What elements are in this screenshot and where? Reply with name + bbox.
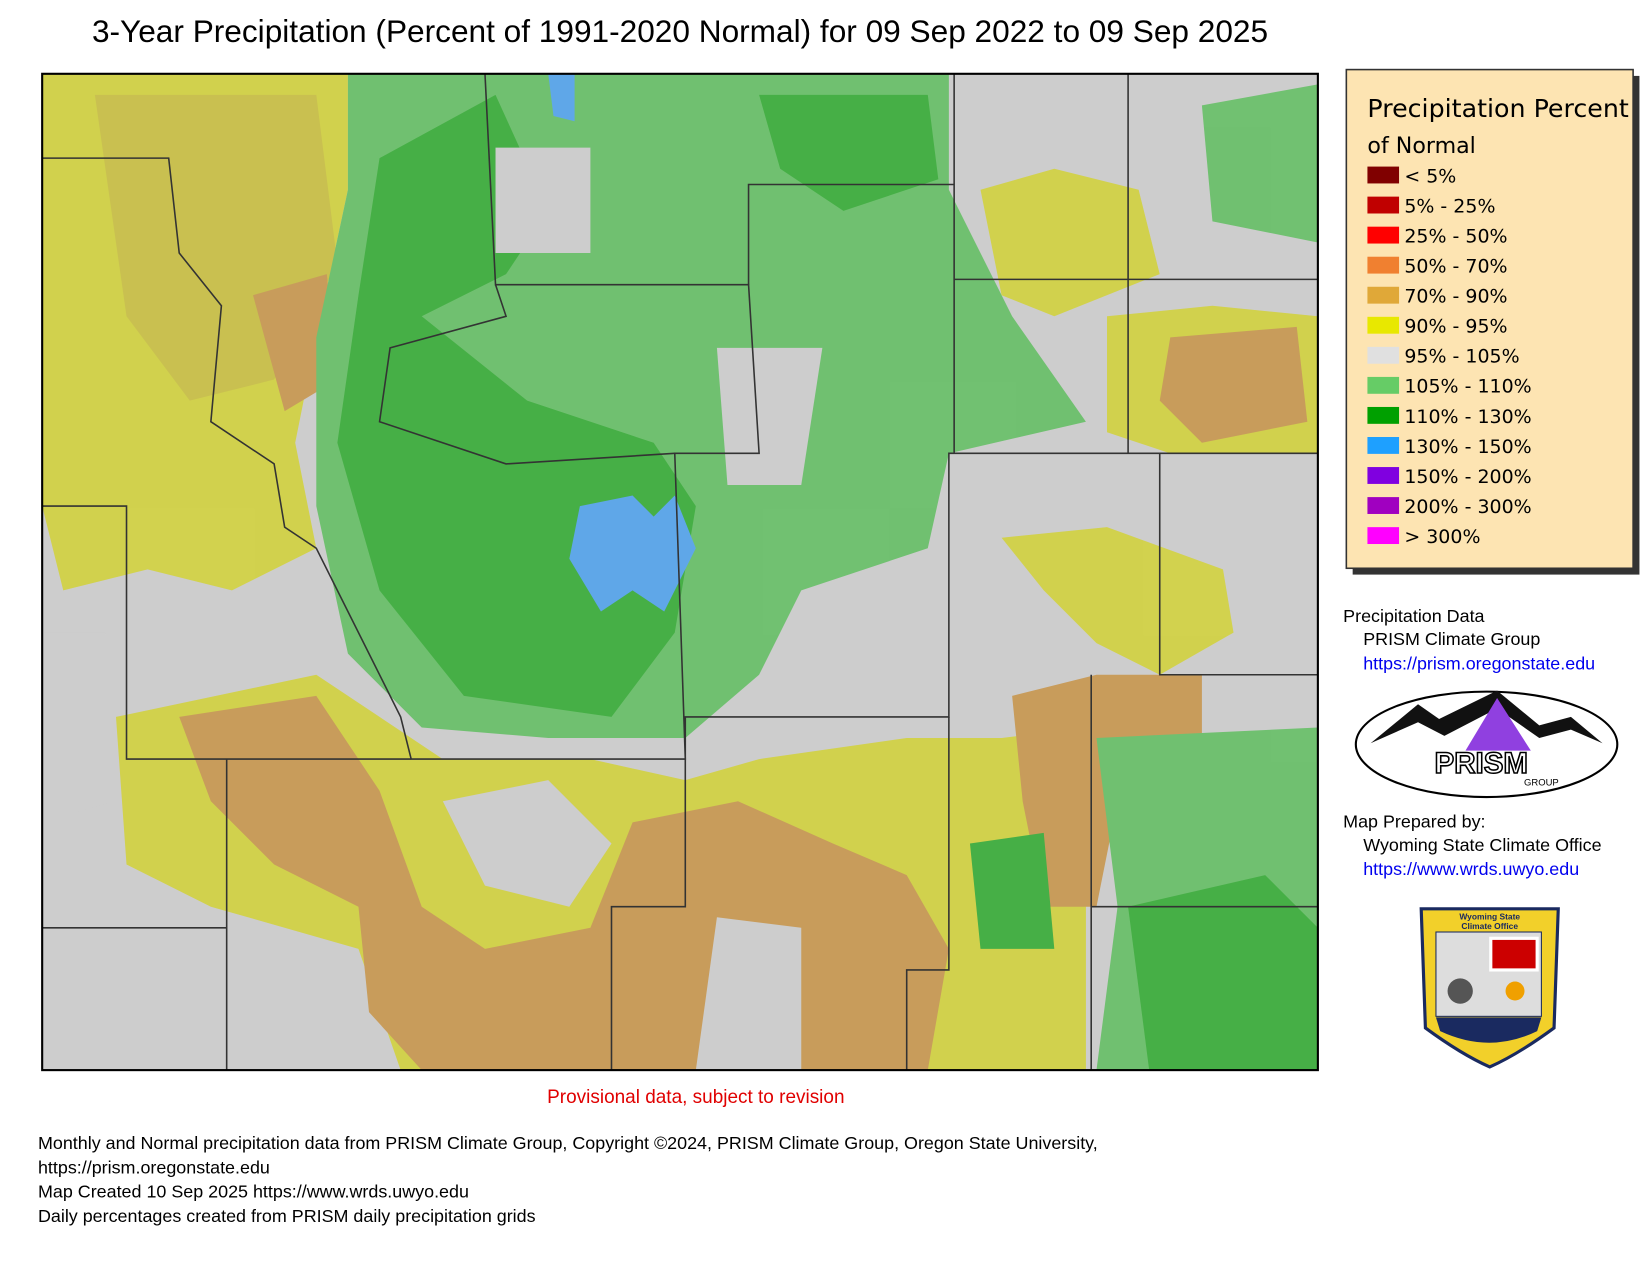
patch <box>548 73 575 122</box>
legend-swatch <box>1367 497 1400 514</box>
precip-patches <box>42 73 1318 1071</box>
legend-label: 130% - 150% <box>1404 436 1531 458</box>
legend-swatch <box>1367 316 1400 334</box>
patch <box>969 832 1055 949</box>
legend-swatch <box>1367 286 1400 304</box>
patch <box>1201 84 1318 243</box>
patch <box>495 147 591 254</box>
footer-line: Monthly and Normal precipitation data fr… <box>38 1133 1098 1153</box>
boundary <box>42 505 412 1071</box>
map <box>41 72 1319 1072</box>
legend-label: > 300% <box>1404 526 1480 548</box>
legend-label: < 5% <box>1404 165 1456 187</box>
logo-text: Climate Office <box>1461 921 1518 931</box>
logo-flag <box>1489 936 1539 972</box>
legend-label: 95% - 105% <box>1404 346 1519 368</box>
logo-moon <box>1447 978 1473 1004</box>
credits: Precipitation Data PRISM Climate Group h… <box>1343 606 1619 1069</box>
credit-heading: Precipitation Data <box>1343 606 1484 626</box>
legend-swatch <box>1367 376 1400 394</box>
logo-band <box>1435 1017 1542 1043</box>
legend-label: 5% - 25% <box>1404 195 1495 217</box>
legend-label: 105% - 110% <box>1404 376 1531 398</box>
county-boundaries <box>42 73 1318 1071</box>
footer-line: https://prism.oregonstate.edu <box>38 1157 270 1177</box>
logo-spectrum <box>1465 697 1531 751</box>
patch <box>695 917 802 1071</box>
boundary <box>42 157 1318 760</box>
legend-items: < 5% 5% - 25% 25% - 50% 50% - 70% 70% - 90% 9… <box>1367 165 1532 548</box>
legend-title: of Normal <box>1367 133 1475 159</box>
legend-swatch <box>1367 467 1400 484</box>
credit-source: PRISM Climate Group <box>1363 629 1540 649</box>
content: 3-Year Precipitation (Percent of 1991-20… <box>38 13 1640 1226</box>
legend-title: Precipitation Percent <box>1367 94 1628 123</box>
legend-label: 110% - 130% <box>1404 406 1531 428</box>
patch <box>759 94 939 211</box>
legend-label: 25% - 50% <box>1404 225 1507 247</box>
logo-mountains <box>1370 690 1603 744</box>
legend-swatch <box>1367 196 1400 214</box>
credit-link[interactable]: https://prism.oregonstate.edu <box>1363 653 1595 673</box>
patch <box>442 780 612 907</box>
patch <box>1128 875 1318 1071</box>
footer-line: Daily percentages created from PRISM dai… <box>38 1206 536 1226</box>
legend-swatch <box>1367 166 1400 184</box>
legend-swatch <box>1367 527 1400 545</box>
provisional-note: Provisional data, subject to revision <box>547 1087 844 1108</box>
map-frame <box>41 72 1319 1072</box>
legend-swatch <box>1367 256 1400 274</box>
boundary <box>1090 453 1318 1071</box>
boundary <box>747 73 955 454</box>
wsco-logo: Wyoming State Climate Office <box>1419 907 1560 1069</box>
patch <box>569 495 696 612</box>
boundary <box>954 73 1318 454</box>
prism-logo: PRISM GROUP <box>1354 690 1619 799</box>
legend-label: 90% - 95% <box>1404 316 1507 338</box>
footer-line: Map Created 10 Sep 2025 https://www.wrds… <box>38 1182 469 1202</box>
patch <box>1159 326 1308 443</box>
legend-label: 70% - 90% <box>1404 286 1507 308</box>
legend-swatch <box>1367 437 1400 454</box>
patch <box>42 632 116 823</box>
footer: Monthly and Normal precipitation data fr… <box>38 1133 1098 1226</box>
map-title: 3-Year Precipitation (Percent of 1991-20… <box>92 13 1268 49</box>
legend-swatch <box>1367 226 1400 244</box>
boundary <box>378 284 950 1071</box>
logo-sun <box>1505 981 1525 1001</box>
patch <box>1001 527 1234 675</box>
credit-link[interactable]: https://www.wrds.uwyo.edu <box>1363 859 1579 879</box>
logo-text: PRISM <box>1435 747 1528 780</box>
legend-label: 200% - 300% <box>1404 496 1531 518</box>
legend-swatch <box>1367 406 1400 424</box>
logo-text: Wyoming State <box>1459 911 1520 921</box>
patch <box>716 347 823 485</box>
credit-source: Wyoming State Climate Office <box>1363 835 1601 855</box>
legend-label: 50% - 70% <box>1404 256 1507 278</box>
logo-subtext: GROUP <box>1524 777 1559 788</box>
legend-label: 150% - 200% <box>1404 466 1531 488</box>
legend: Precipitation Percent of Normal < 5% 5% -… <box>1345 68 1640 575</box>
legend-swatch <box>1367 346 1400 364</box>
credit-heading: Map Prepared by: <box>1343 812 1485 832</box>
